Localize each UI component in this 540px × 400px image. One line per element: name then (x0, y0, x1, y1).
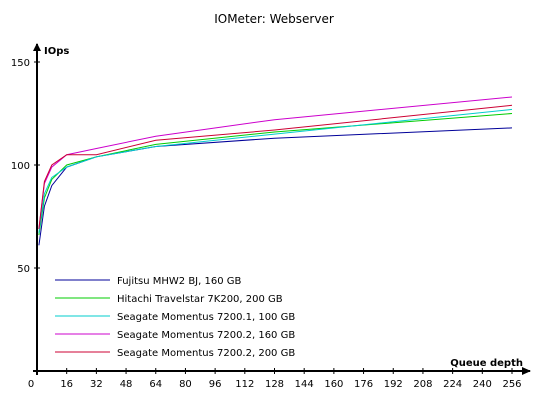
x-tick-label: 224 (443, 379, 462, 390)
y-tick-label: 150 (11, 58, 30, 69)
x-tick-label: 144 (295, 379, 314, 390)
y-axis-arrow (33, 43, 41, 51)
x-tick-label: 48 (120, 379, 133, 390)
x-tick-label: 192 (384, 379, 403, 390)
legend: Fujitsu MHW2 BJ, 160 GB Hitachi Travelsta… (55, 276, 295, 359)
x-tick-label: 176 (354, 379, 373, 390)
x-tick-label: 96 (209, 379, 222, 390)
x-tick-label: 32 (90, 379, 103, 390)
x-tick-label: 0 (28, 379, 34, 390)
x-tick-label: 80 (179, 379, 192, 390)
x-tick-label: 160 (324, 379, 343, 390)
legend-label-2: Hitachi Travelstar 7K200, 200 GB (117, 294, 283, 305)
legend-label-3: Seagate Momentus 7200.1, 100 GB (117, 312, 295, 323)
series-line-2 (38, 113, 513, 236)
x-axis-arrow (522, 367, 531, 375)
axes (33, 43, 531, 375)
y-tick-label: 50 (17, 264, 30, 275)
series-line-4 (38, 96, 513, 229)
series-line-5 (38, 104, 513, 229)
x-tick-label: 16 (60, 379, 73, 390)
y-axis-label: IOps (44, 46, 69, 57)
x-tick-label: 128 (265, 379, 284, 390)
x-tick-label: 256 (502, 379, 521, 390)
ticks: 0 16 32 48 64 80 96 112 128 144 160 176 192 208 224 240… (11, 58, 522, 390)
series (38, 96, 513, 246)
x-axis-label: Queue depth (450, 358, 523, 369)
legend-label-4: Seagate Momentus 7200.2, 160 GB (117, 330, 295, 341)
x-tick-label: 112 (235, 379, 254, 390)
y-tick-label: 100 (11, 161, 30, 172)
legend-label-5: Seagate Momentus 7200.2, 200 GB (117, 348, 295, 359)
chart-title: IOMeter: Webserver (214, 12, 334, 26)
x-tick-label: 240 (473, 379, 492, 390)
x-tick-label: 64 (149, 379, 162, 390)
legend-label-1: Fujitsu MHW2 BJ, 160 GB (117, 276, 242, 287)
x-tick-label: 208 (413, 379, 432, 390)
series-line-3 (38, 108, 513, 234)
